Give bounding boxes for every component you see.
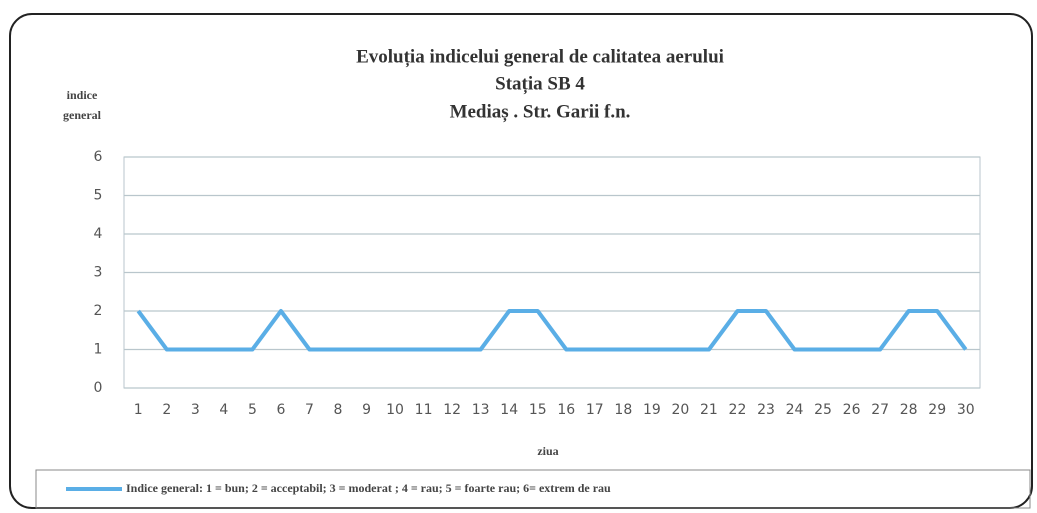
x-tick-label: 29 bbox=[928, 402, 946, 418]
x-tick-label: 13 bbox=[472, 402, 490, 418]
legend-box bbox=[35, 469, 1031, 509]
y-tick-label: 3 bbox=[94, 265, 103, 281]
y-tick-label: 2 bbox=[94, 303, 103, 319]
x-tick-label: 6 bbox=[276, 402, 285, 418]
x-tick-label: 5 bbox=[248, 402, 257, 418]
y-axis-label: indice bbox=[67, 88, 98, 102]
x-tick-label: 12 bbox=[443, 402, 461, 418]
x-tick-label: 24 bbox=[786, 402, 804, 418]
x-tick-label: 7 bbox=[305, 402, 314, 418]
plot-area bbox=[123, 156, 981, 389]
x-tick-label: 23 bbox=[757, 402, 775, 418]
x-tick-label: 25 bbox=[814, 402, 832, 418]
x-tick-label: 20 bbox=[671, 402, 689, 418]
chart-title: Stația SB 4 bbox=[495, 73, 585, 94]
y-axis-label: general bbox=[63, 108, 102, 122]
y-tick-label: 6 bbox=[94, 149, 103, 165]
x-tick-label: 30 bbox=[957, 402, 975, 418]
y-tick-label: 1 bbox=[94, 342, 103, 358]
x-tick-label: 17 bbox=[586, 402, 604, 418]
x-tick-label: 8 bbox=[334, 402, 343, 418]
legend-label: Indice general: 1 = bun; 2 = acceptabil;… bbox=[126, 481, 611, 495]
x-tick-label: 4 bbox=[219, 402, 228, 418]
x-tick-label: 1 bbox=[134, 402, 143, 418]
y-tick-label: 0 bbox=[94, 380, 103, 396]
x-tick-label: 26 bbox=[843, 402, 861, 418]
x-tick-label: 14 bbox=[500, 402, 518, 418]
x-tick-label: 18 bbox=[614, 402, 632, 418]
y-tick-label: 4 bbox=[94, 226, 103, 242]
x-tick-label: 22 bbox=[729, 402, 747, 418]
chart-title: Evoluția indicelui general de calitatea … bbox=[356, 46, 724, 67]
x-tick-label: 11 bbox=[415, 402, 433, 418]
x-tick-label: 10 bbox=[386, 402, 404, 418]
y-tick-label: 5 bbox=[94, 188, 103, 204]
x-tick-label: 28 bbox=[900, 402, 918, 418]
chart-title: Mediaș . Str. Garii f.n. bbox=[450, 101, 631, 122]
data-line bbox=[136, 309, 968, 352]
x-tick-label: 15 bbox=[529, 402, 547, 418]
x-axis-label: ziua bbox=[537, 444, 558, 458]
x-tick-label: 16 bbox=[557, 402, 575, 418]
x-tick-label: 27 bbox=[871, 402, 889, 418]
x-tick-label: 2 bbox=[162, 402, 171, 418]
x-tick-label: 3 bbox=[191, 402, 200, 418]
x-tick-label: 19 bbox=[643, 402, 661, 418]
x-tick-label: 9 bbox=[362, 402, 371, 418]
x-tick-label: 21 bbox=[700, 402, 718, 418]
